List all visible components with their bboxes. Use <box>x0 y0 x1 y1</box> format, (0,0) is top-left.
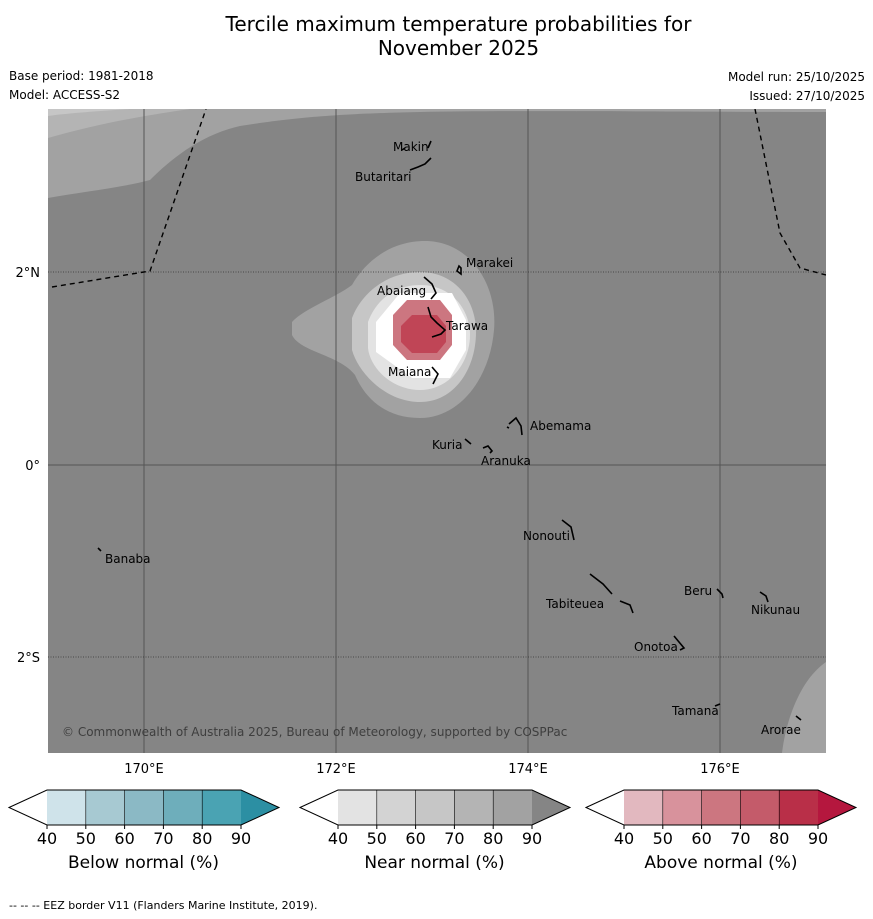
above-cb-lower-extension <box>586 790 624 825</box>
colorbar-below-normal: 40 50 60 70 80 90 <box>7 789 281 848</box>
lon-label-176e: 176°E <box>700 762 740 777</box>
below-cb-upper-extension <box>241 790 279 825</box>
lat-label-2n: 2°N <box>16 266 41 281</box>
above-cb-tick-label-90: 90 <box>808 829 828 848</box>
colorbar-above-normal: 40 50 60 70 80 90 <box>584 789 858 848</box>
colorbar-label-above: Above normal (%) <box>644 853 798 873</box>
above-cb-tick-label-70: 70 <box>730 829 750 848</box>
label-tamana: Tamana <box>671 704 719 718</box>
model-name: Model: ACCESS-S2 <box>9 88 121 102</box>
near-cb-upper-extension <box>532 790 570 825</box>
lon-label-170e: 170°E <box>124 762 164 777</box>
label-maiana: Maiana <box>388 365 431 379</box>
near-cb-segment-60 <box>415 790 455 825</box>
near-cb-lower-extension <box>300 790 338 825</box>
label-abemama: Abemama <box>530 419 591 433</box>
above-cb-tick-label-80: 80 <box>769 829 789 848</box>
chart-title: Tercile maximum temperature probabilitie… <box>0 12 873 60</box>
near-cb-tick-label-80: 80 <box>483 829 503 848</box>
label-marakei: Marakei <box>466 256 513 270</box>
label-nikunau: Nikunau <box>751 603 800 617</box>
latitude-labels: 2°N 0° 2°S <box>16 266 41 666</box>
label-kuria: Kuria <box>432 438 463 452</box>
near-normal-70-region <box>48 109 190 138</box>
near-cb-segment-50 <box>376 790 416 825</box>
base-period: Base period: 1981-2018 <box>9 69 154 83</box>
near-normal-80-corner <box>782 662 826 753</box>
label-butaritari: Butaritari <box>355 170 412 184</box>
label-onotoa: Onotoa <box>634 640 678 654</box>
above-cb-tick-label-40: 40 <box>614 829 634 848</box>
near-normal-90-fill <box>48 109 826 753</box>
above-cb-tick-label-50: 50 <box>653 829 673 848</box>
label-tarawa: Tarawa <box>445 319 488 333</box>
title-line-1: Tercile maximum temperature probabilitie… <box>225 12 692 36</box>
colorbar-label-near: Near normal (%) <box>364 853 505 873</box>
label-tabiteuea: Tabiteuea <box>545 597 604 611</box>
below-cb-segment-60 <box>124 790 164 825</box>
map-area: Makin Butaritari Marakei Abaiang Tarawa … <box>48 109 826 753</box>
above-cb-segment-70 <box>740 790 780 825</box>
longitude-gridlines <box>143 109 721 753</box>
above-cb-segment-40 <box>624 790 663 825</box>
lat-label-0: 0° <box>25 459 40 474</box>
near-cb-tick-label-60: 60 <box>405 829 425 848</box>
near-cb-tick-label-90: 90 <box>522 829 542 848</box>
label-aranuka: Aranuka <box>481 454 531 468</box>
below-cb-segment-70 <box>163 790 203 825</box>
island-outlines <box>97 140 802 721</box>
model-run-date: Model run: 25/10/2025 <box>727 70 865 84</box>
longitude-labels: 170°E 172°E 174°E 176°E <box>124 762 740 777</box>
near-cb-segment-70 <box>454 790 494 825</box>
eez-borders <box>51 109 826 288</box>
near-normal-60-region <box>48 109 130 116</box>
above-cb-segment-50 <box>662 790 702 825</box>
above-cb-tick-label-60: 60 <box>691 829 711 848</box>
label-abaiang: Abaiang <box>377 284 426 298</box>
above-cb-segment-60 <box>701 790 741 825</box>
below-cb-lower-extension <box>9 790 47 825</box>
latitude-gridlines <box>48 271 826 658</box>
label-banaba: Banaba <box>105 552 151 566</box>
near-cb-segment-40 <box>338 790 377 825</box>
probability-map: Makin Butaritari Marakei Abaiang Tarawa … <box>7 109 858 848</box>
near-cb-segment-80 <box>493 790 532 825</box>
below-cb-tick-label-90: 90 <box>231 829 251 848</box>
title-line-2: November 2025 <box>377 36 540 60</box>
lon-label-172e: 172°E <box>316 762 356 777</box>
near-cb-tick-label-70: 70 <box>444 829 464 848</box>
colorbar-label-below: Below normal (%) <box>68 853 219 873</box>
lon-label-174e: 174°E <box>508 762 548 777</box>
above-cb-upper-extension <box>818 790 856 825</box>
eez-footnote: -- -- -- EEZ border V11 (Flanders Marine… <box>9 899 318 912</box>
label-nonouti: Nonouti <box>523 529 570 543</box>
copyright-notice: © Commonwealth of Australia 2025, Bureau… <box>62 725 567 739</box>
below-cb-tick-label-80: 80 <box>192 829 212 848</box>
below-cb-tick-label-40: 40 <box>37 829 57 848</box>
near-cb-tick-label-50: 50 <box>367 829 387 848</box>
colorbar-near-normal: 40 50 60 70 80 90 <box>298 789 572 848</box>
below-cb-segment-80 <box>202 790 241 825</box>
below-cb-tick-label-60: 60 <box>114 829 134 848</box>
label-makin: Makin <box>393 140 429 154</box>
above-cb-segment-80 <box>779 790 818 825</box>
below-cb-tick-label-70: 70 <box>153 829 173 848</box>
below-cb-segment-50 <box>85 790 125 825</box>
lat-label-2s: 2°S <box>17 651 40 666</box>
below-cb-tick-label-50: 50 <box>76 829 96 848</box>
label-arorae: Arorae <box>761 723 801 737</box>
near-cb-tick-label-40: 40 <box>328 829 348 848</box>
issued-date: Issued: 27/10/2025 <box>749 89 865 103</box>
above-normal-80-blob <box>401 315 446 353</box>
label-beru: Beru <box>684 584 712 598</box>
below-cb-segment-40 <box>47 790 86 825</box>
place-labels: Makin Butaritari Marakei Abaiang Tarawa … <box>105 140 801 737</box>
